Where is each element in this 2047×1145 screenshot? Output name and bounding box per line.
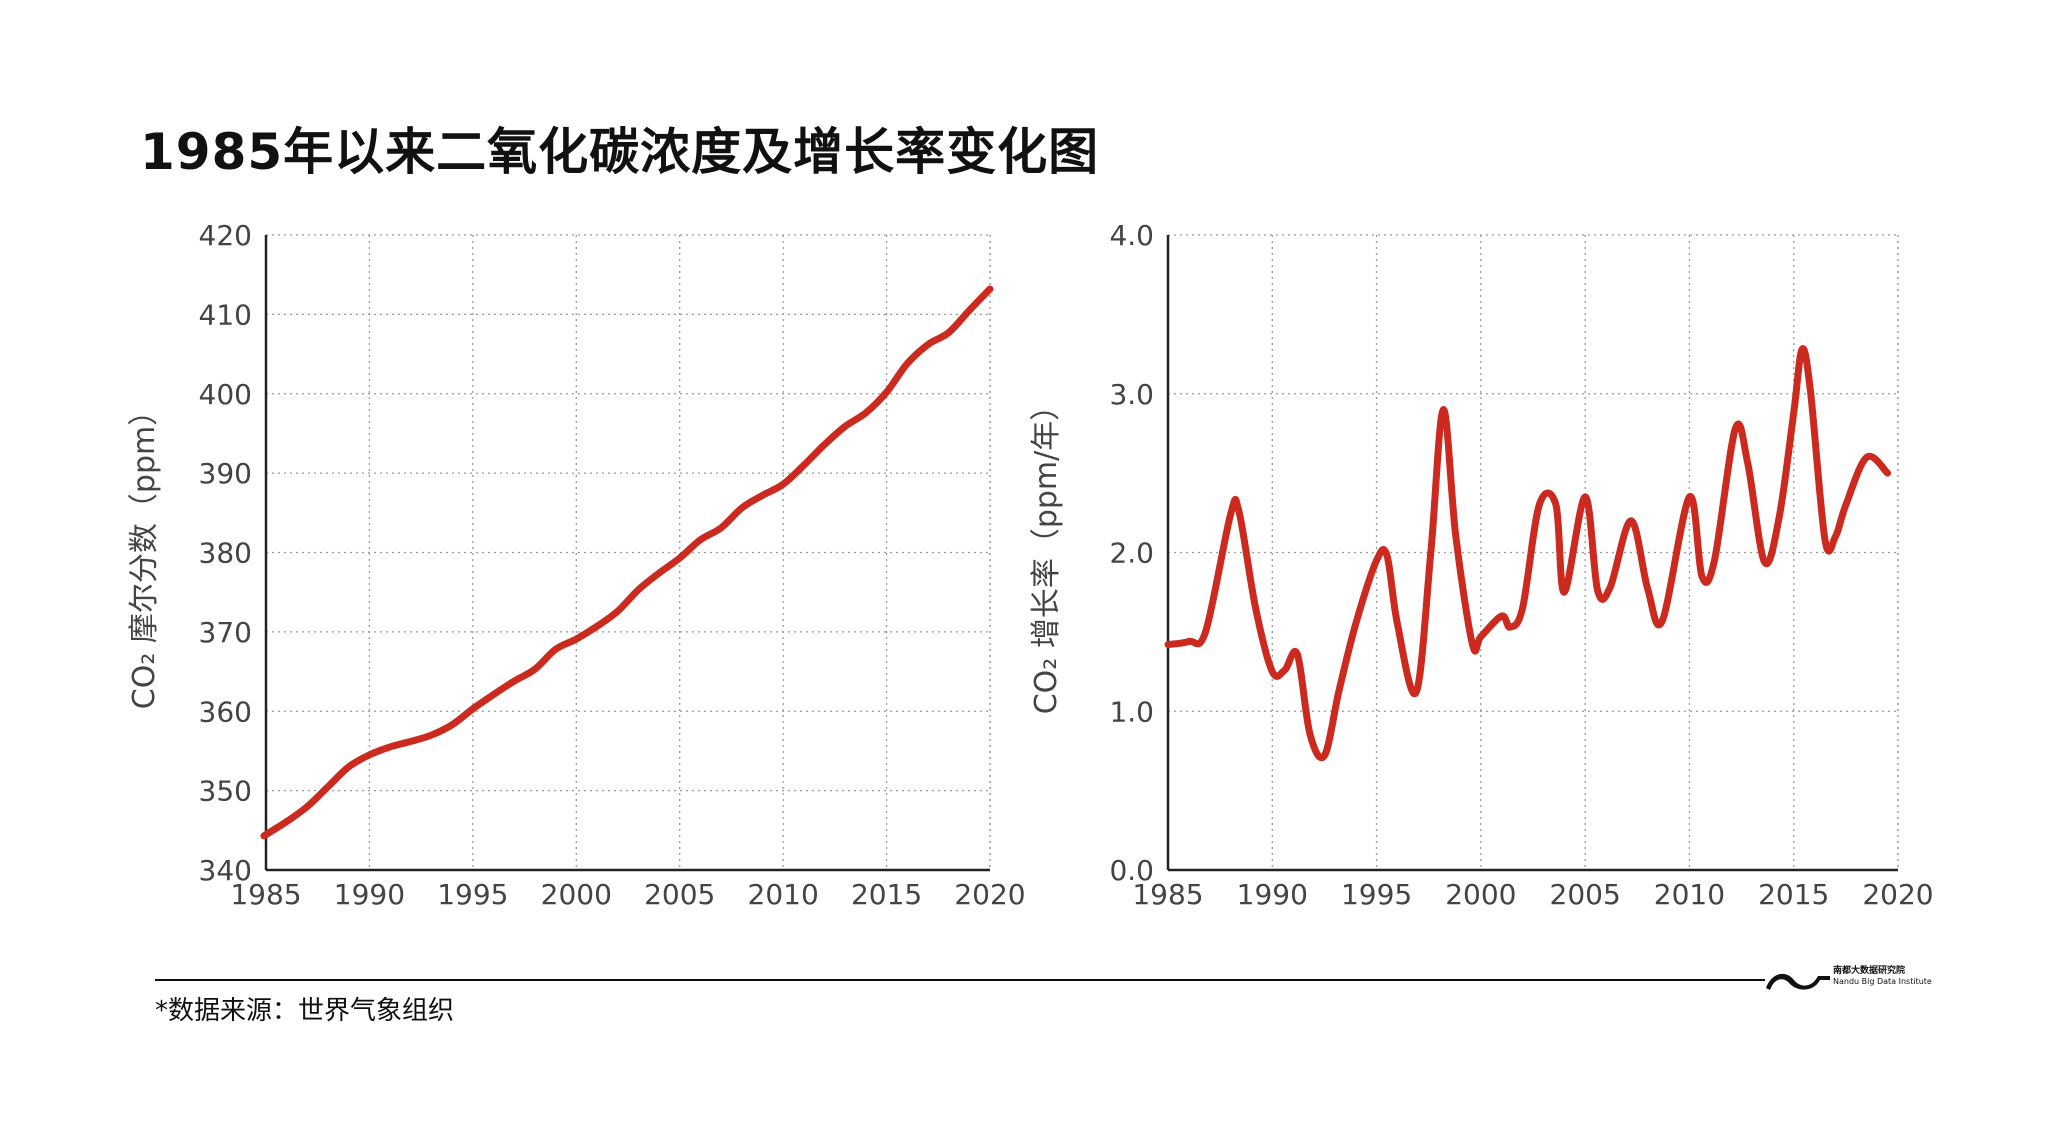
chart1-x-tick-label: 2020 bbox=[954, 878, 1025, 911]
chart2-x-tick-label: 1985 bbox=[1132, 878, 1203, 911]
chart1-x-tick-label: 2015 bbox=[851, 878, 922, 911]
chart1-x-tick-label: 2000 bbox=[541, 878, 612, 911]
chart2-y-tick-label: 4.0 bbox=[1109, 219, 1154, 252]
chart2-x-tick-label: 1990 bbox=[1237, 878, 1308, 911]
chart1-x-tick-label: 2005 bbox=[644, 878, 715, 911]
chart2-y-tick-label: 3.0 bbox=[1109, 378, 1154, 411]
chart1-y-tick-label: 360 bbox=[199, 695, 252, 728]
chart2-x-tick-label: 2000 bbox=[1445, 878, 1516, 911]
chart1-y-axis-label: CO₂ 摩尔分数（ppm） bbox=[127, 396, 162, 709]
chart2-x-tick-label: 1995 bbox=[1341, 878, 1412, 911]
chart1-y-tick-label: 350 bbox=[199, 775, 252, 808]
chart2-y-tick-label: 2.0 bbox=[1109, 537, 1154, 570]
chart2-x-tick-label: 2005 bbox=[1550, 878, 1621, 911]
chart2-series-line bbox=[1164, 345, 1892, 762]
chart2-y-axis-label: CO₂ 增长率（ppm/年） bbox=[1029, 391, 1064, 715]
chart2-x-tick-label: 2010 bbox=[1654, 878, 1725, 911]
chart2-y-tick-label: 1.0 bbox=[1109, 695, 1154, 728]
chart1-y-tick-label: 380 bbox=[199, 537, 252, 570]
chart1-y-tick-label: 390 bbox=[199, 457, 252, 490]
logo-text-en: Nandu Big Data Institute bbox=[1833, 977, 1932, 986]
institute-logo bbox=[1766, 973, 1830, 990]
chart1-y-tick-label: 400 bbox=[199, 378, 252, 411]
chart1-y-tick-label: 420 bbox=[199, 219, 252, 252]
chart1-x-tick-label: 1995 bbox=[437, 878, 508, 911]
logo-text-cn: 南都大数据研究院 bbox=[1833, 966, 1906, 976]
chart1-y-tick-label: 410 bbox=[199, 298, 252, 331]
chart1-y-tick-label: 370 bbox=[199, 616, 252, 649]
chart1-series-line bbox=[260, 285, 994, 840]
chart2-x-tick-label: 2015 bbox=[1758, 878, 1829, 911]
footer-divider bbox=[155, 979, 1765, 981]
chart1-x-tick-label: 2010 bbox=[748, 878, 819, 911]
chart2-y-tick-label: 0.0 bbox=[1109, 854, 1154, 887]
chart1-x-tick-label: 1985 bbox=[230, 878, 301, 911]
chart1-x-tick-label: 1990 bbox=[334, 878, 405, 911]
data-source-note: *数据来源：世界气象组织 bbox=[155, 996, 455, 1026]
chart1-y-tick-label: 340 bbox=[199, 854, 252, 887]
chart2-x-tick-label: 2020 bbox=[1862, 878, 1933, 911]
page-title: 1985年以来二氧化碳浓度及增长率变化图 bbox=[140, 123, 1100, 181]
